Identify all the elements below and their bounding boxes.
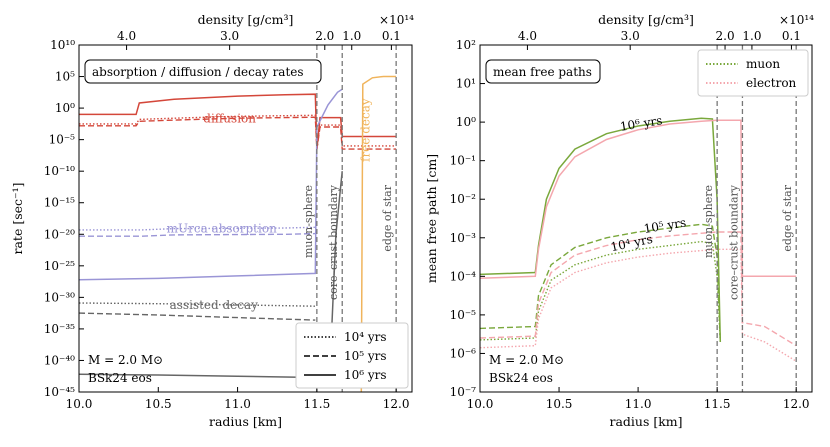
rates-vline-label-2: edge of star <box>381 184 394 251</box>
rates-top-tick-label-0: 4.0 <box>117 29 136 43</box>
mfp-top-axis-label: density [g/cm³] <box>598 12 694 27</box>
rates-top-tick-label-1: 3.0 <box>220 29 239 43</box>
rates-legend-box <box>295 322 409 389</box>
rates-vline-label-1: core–crust boundary <box>327 184 340 300</box>
mfp-legend-label-0: muon <box>746 57 780 71</box>
rates-series-line-5 <box>79 226 316 231</box>
rates-ytick-label-0: 10¹⁰ <box>50 38 75 52</box>
rates-legend-label-1: 10⁵ yrs <box>344 349 387 363</box>
rates-series-line-9 <box>360 75 397 392</box>
mfp-mass-label: M = 2.0 M⊙ <box>489 353 564 367</box>
mfp-ytick-label-5: 10⁻³ <box>450 231 477 245</box>
rates-ytick-label-1: 10⁵ <box>55 70 75 84</box>
rates-annotation-1: mUrca absorption <box>167 222 277 236</box>
mfp-vline-label-0: muon-sphere <box>702 185 715 258</box>
mfp-eos-label: BSk24 eos <box>489 371 553 385</box>
mfp-annotation-2: 10⁴ yrs <box>609 232 654 255</box>
rates-axes-frame <box>78 44 413 393</box>
rates-legend-label-0: 10⁴ yrs <box>344 330 387 344</box>
mfp-ytick-label-8: 10⁻⁶ <box>450 346 477 360</box>
mfp-xtick-label-3: 11.5 <box>704 397 731 411</box>
mfp-ylabel: mean free path [cm] <box>424 154 439 283</box>
rates-ytick-label-6: 10⁻²⁰ <box>44 227 75 241</box>
rates-xtick-label-3: 11.5 <box>303 397 330 411</box>
rates-eos-label: BSk24 eos <box>88 371 152 385</box>
mean-free-path-panel: muon-sphere core–crust boundary edge of st… <box>424 12 814 429</box>
mfp-annotation-1: 10⁵ yrs <box>643 215 687 235</box>
rates-title-box <box>84 59 322 84</box>
mfp-top-tick-label-1: 3.0 <box>621 29 640 43</box>
rates-legend-label-2: 10⁶ yrs <box>344 368 387 382</box>
mfp-series-line-0 <box>480 117 722 342</box>
mfp-ytick-label-3: 10⁻¹ <box>450 154 476 168</box>
rates-series-line-0 <box>79 93 397 150</box>
mfp-title-box <box>485 59 601 84</box>
rates-ytick-label-3: 10⁻⁵ <box>49 133 76 147</box>
rates-annotation-3: free decay <box>359 98 373 162</box>
rates-xtick-label-2: 11.0 <box>224 397 251 411</box>
rates-ytick-label-4: 10⁻¹⁰ <box>44 164 75 178</box>
mfp-series-group <box>480 117 797 362</box>
mfp-series-line-4 <box>480 231 797 347</box>
rates-series-line-8 <box>79 302 316 307</box>
mfp-title: mean free paths <box>493 65 592 79</box>
rates-ytick-label-9: 10⁻³⁵ <box>44 322 75 336</box>
rates-mass-label: M = 2.0 M⊙ <box>88 353 163 367</box>
rates-ytick-label-7: 10⁻²⁵ <box>44 259 75 273</box>
rates-series-line-7 <box>79 312 316 321</box>
rates-top-tick-label-4: 0.1 <box>382 29 401 43</box>
rates-title: absorption / diffusion / decay rates <box>92 65 304 79</box>
mfp-top-tick-label-2: 2.0 <box>716 29 735 43</box>
mfp-ytick-label-4: 10⁻² <box>450 192 477 206</box>
rates-panel: muon-sphere core–crust boundary edge of st… <box>10 12 414 429</box>
mfp-vline-label-1: core–crust boundary <box>727 184 740 300</box>
rates-xtick-label-1: 10.5 <box>145 397 172 411</box>
mfp-top-tick-label-3: 1.0 <box>742 29 761 43</box>
mfp-series-line-3 <box>480 119 797 280</box>
rates-ytick-label-2: 10⁰ <box>55 101 75 115</box>
rates-xtick-label-0: 10.0 <box>66 397 93 411</box>
rates-top-axis-exponent: ×10¹⁴ <box>379 13 414 27</box>
rates-series-line-3 <box>79 88 343 281</box>
mfp-series-line-5 <box>480 248 797 362</box>
rates-top-tick-label-2: 2.0 <box>315 29 334 43</box>
mfp-xtick-label-1: 10.5 <box>546 397 573 411</box>
mfp-xtick-label-0: 10.0 <box>467 397 494 411</box>
mfp-ytick-label-9: 10⁻⁷ <box>450 385 477 399</box>
mfp-vline-label-2: edge of star <box>781 184 794 251</box>
mfp-axes-frame <box>479 44 813 393</box>
rates-ytick-label-11: 10⁻⁴⁵ <box>44 385 75 399</box>
mfp-annotation-0: 10⁶ yrs <box>619 113 663 133</box>
mfp-top-tick-label-0: 4.0 <box>518 29 537 43</box>
rates-xlabel: radius [km] <box>209 414 282 429</box>
mfp-top-axis-exponent: ×10¹⁴ <box>779 13 814 27</box>
rates-ylabel: rate [sec⁻¹] <box>10 183 25 255</box>
rates-annotation-2: assisted decay <box>170 298 259 312</box>
mfp-ytick-label-7: 10⁻⁵ <box>450 308 477 322</box>
mfp-ytick-label-2: 10⁰ <box>456 115 476 129</box>
mfp-legend-label-1: electron <box>746 76 797 90</box>
rates-xtick-label-4: 12.0 <box>383 397 410 411</box>
mfp-legend-box <box>697 49 809 97</box>
mfp-xlabel: radius [km] <box>609 414 682 429</box>
rates-ytick-label-8: 10⁻³⁰ <box>44 290 75 304</box>
mfp-xtick-label-4: 12.0 <box>783 397 810 411</box>
mfp-top-tick-label-4: 0.1 <box>782 29 801 43</box>
rates-series-line-4 <box>79 232 316 237</box>
rates-annotation-0: diffusion <box>203 111 256 125</box>
rates-top-axis-label: density [g/cm³] <box>198 12 294 27</box>
rates-vline-label-0: muon-sphere <box>302 185 315 258</box>
mfp-ytick-label-0: 10² <box>456 38 476 52</box>
mfp-series-line-1 <box>480 223 721 342</box>
rates-top-tick-label-3: 1.0 <box>342 29 361 43</box>
mfp-ytick-label-6: 10⁻⁴ <box>450 269 477 283</box>
mfp-ytick-label-1: 10¹ <box>456 77 476 91</box>
rates-ytick-label-10: 10⁻⁴⁰ <box>44 353 75 367</box>
rates-ytick-label-5: 10⁻¹⁵ <box>44 196 75 210</box>
mfp-xtick-label-2: 11.0 <box>625 397 652 411</box>
